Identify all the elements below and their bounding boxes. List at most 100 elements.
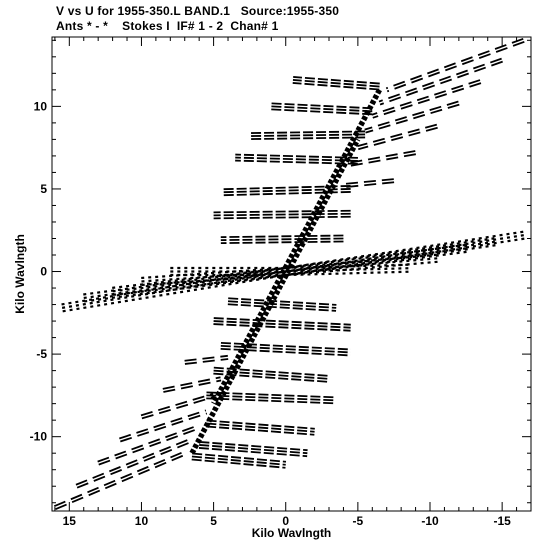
uv-track-segment: [141, 266, 286, 280]
uv-track-segment: [213, 89, 382, 405]
uv-track-segment: [364, 100, 459, 131]
uv-track-segment: [213, 212, 351, 217]
y-axis-label: Kilo Wavlngth: [13, 234, 27, 314]
uv-track-segment: [191, 458, 286, 469]
uv-track-segment: [213, 215, 351, 220]
uv-track-segment: [285, 257, 438, 273]
uv-track-segment: [184, 358, 229, 365]
uv-track-segment: [235, 159, 358, 165]
uv-track-segment: [120, 412, 208, 443]
chart-title: V vs U for 1955-350.L BAND.1 Source:1955…: [56, 4, 340, 18]
uv-track-segment: [141, 270, 286, 283]
uv-track-segment: [385, 37, 524, 90]
uv-track-segment: [379, 60, 503, 106]
uv-track-segment: [141, 396, 215, 420]
uv-track-segment: [249, 136, 366, 140]
uv-track-segment: [227, 303, 337, 312]
uv-track-segment: [198, 447, 308, 458]
uv-track-segment: [213, 317, 351, 326]
x-tick-label: 5: [210, 514, 217, 528]
uv-track-segment: [163, 379, 222, 393]
x-tick-label: -15: [493, 514, 511, 528]
uv-track-segment: [112, 273, 287, 296]
uv-track-segment: [55, 453, 186, 511]
x-tick-label: -5: [353, 514, 364, 528]
uv-track-segment: [292, 79, 380, 88]
uv-track-segment: [343, 178, 394, 185]
uv-track-segment: [220, 237, 344, 242]
uv-track-segment: [213, 209, 351, 214]
y-tick-label: -5: [36, 347, 47, 361]
uv-track-segment: [271, 105, 373, 113]
uv-track-segment: [285, 253, 438, 270]
y-tick-label: -10: [30, 430, 48, 444]
uv-track-segment: [249, 130, 366, 134]
uv-track-segment: [343, 181, 395, 189]
uv-track-segment: [227, 300, 337, 309]
uv-track-segment: [228, 297, 337, 306]
uv-track-segment: [357, 123, 438, 147]
uv-track-segment: [271, 102, 373, 110]
uv-track-segment: [206, 391, 337, 399]
uv-track-segment: [213, 320, 351, 329]
x-axis-label: Kilo Wavlngth: [252, 526, 332, 540]
uv-track-segment: [285, 243, 466, 270]
uv-track-segment: [140, 392, 214, 417]
y-tick-label: 5: [40, 182, 47, 196]
uv-track-segment: [112, 266, 286, 289]
uv-track-segment: [285, 237, 495, 270]
axis-ticks: [52, 37, 531, 511]
uv-track-segment: [61, 266, 286, 306]
uv-track-segment: [191, 455, 286, 466]
uv-track-segment: [191, 139, 361, 455]
uv-track-segment: [206, 422, 315, 433]
uv-track-segment: [235, 153, 358, 159]
uv-track-segment: [285, 260, 438, 277]
uv-tracks: [53, 37, 525, 511]
uv-track-segment: [286, 244, 496, 277]
x-tick-label: 15: [63, 514, 77, 528]
uv-track-segment: [285, 247, 467, 273]
uv-track-segment: [271, 108, 373, 116]
y-tick-label: 0: [40, 265, 47, 279]
uv-track-segment: [184, 354, 228, 362]
uv-track-segment: [199, 444, 308, 455]
uv-track-segment: [350, 153, 417, 167]
uv-track-segment: [62, 273, 287, 313]
plot-frame: [51, 36, 532, 512]
uv-track-segment: [220, 240, 344, 245]
uv-track-segment: [293, 76, 380, 85]
uv-track-segment: [365, 103, 460, 134]
y-tick-label: 10: [34, 99, 48, 113]
uv-track-segment: [206, 397, 337, 405]
uv-track-segment: [386, 40, 525, 93]
uv-track-segment: [119, 409, 207, 440]
uv-track-segment: [350, 150, 416, 164]
uv-track-segment: [358, 126, 438, 151]
uv-track-segment: [141, 273, 287, 287]
uv-track-segment: [192, 452, 287, 463]
uv-track-segment: [162, 376, 221, 390]
uv-track-segment: [213, 323, 351, 332]
uv-track-segment: [285, 240, 496, 273]
uv-track-segment: [199, 441, 308, 452]
uv-track-segment: [206, 419, 315, 430]
uv-track-segment: [220, 234, 344, 239]
uv-track-segment: [249, 133, 366, 137]
chart-subtitle: Ants * - * Stokes I IF# 1 - 2 Chan# 1: [56, 19, 279, 33]
uv-track-segment: [372, 82, 482, 119]
uv-track-segment: [292, 82, 380, 91]
axis-tick-labels: 15 10 5 0 -5 -10 -15 10 5 0 -5 -10: [30, 99, 511, 528]
uv-track-segment: [206, 425, 315, 436]
uv-track-segment: [189, 138, 359, 454]
uv-track-segment: [213, 372, 329, 383]
uv-track-segment: [285, 234, 524, 273]
x-tick-label: 10: [135, 514, 149, 528]
uv-track-segment: [285, 230, 524, 270]
uv-track-segment: [371, 79, 481, 116]
uv-track-segment: [53, 450, 185, 508]
uv-track-segment: [61, 270, 286, 309]
x-tick-label: 0: [282, 514, 289, 528]
uv-track-segment: [206, 394, 337, 402]
uv-track-segment: [75, 437, 192, 486]
